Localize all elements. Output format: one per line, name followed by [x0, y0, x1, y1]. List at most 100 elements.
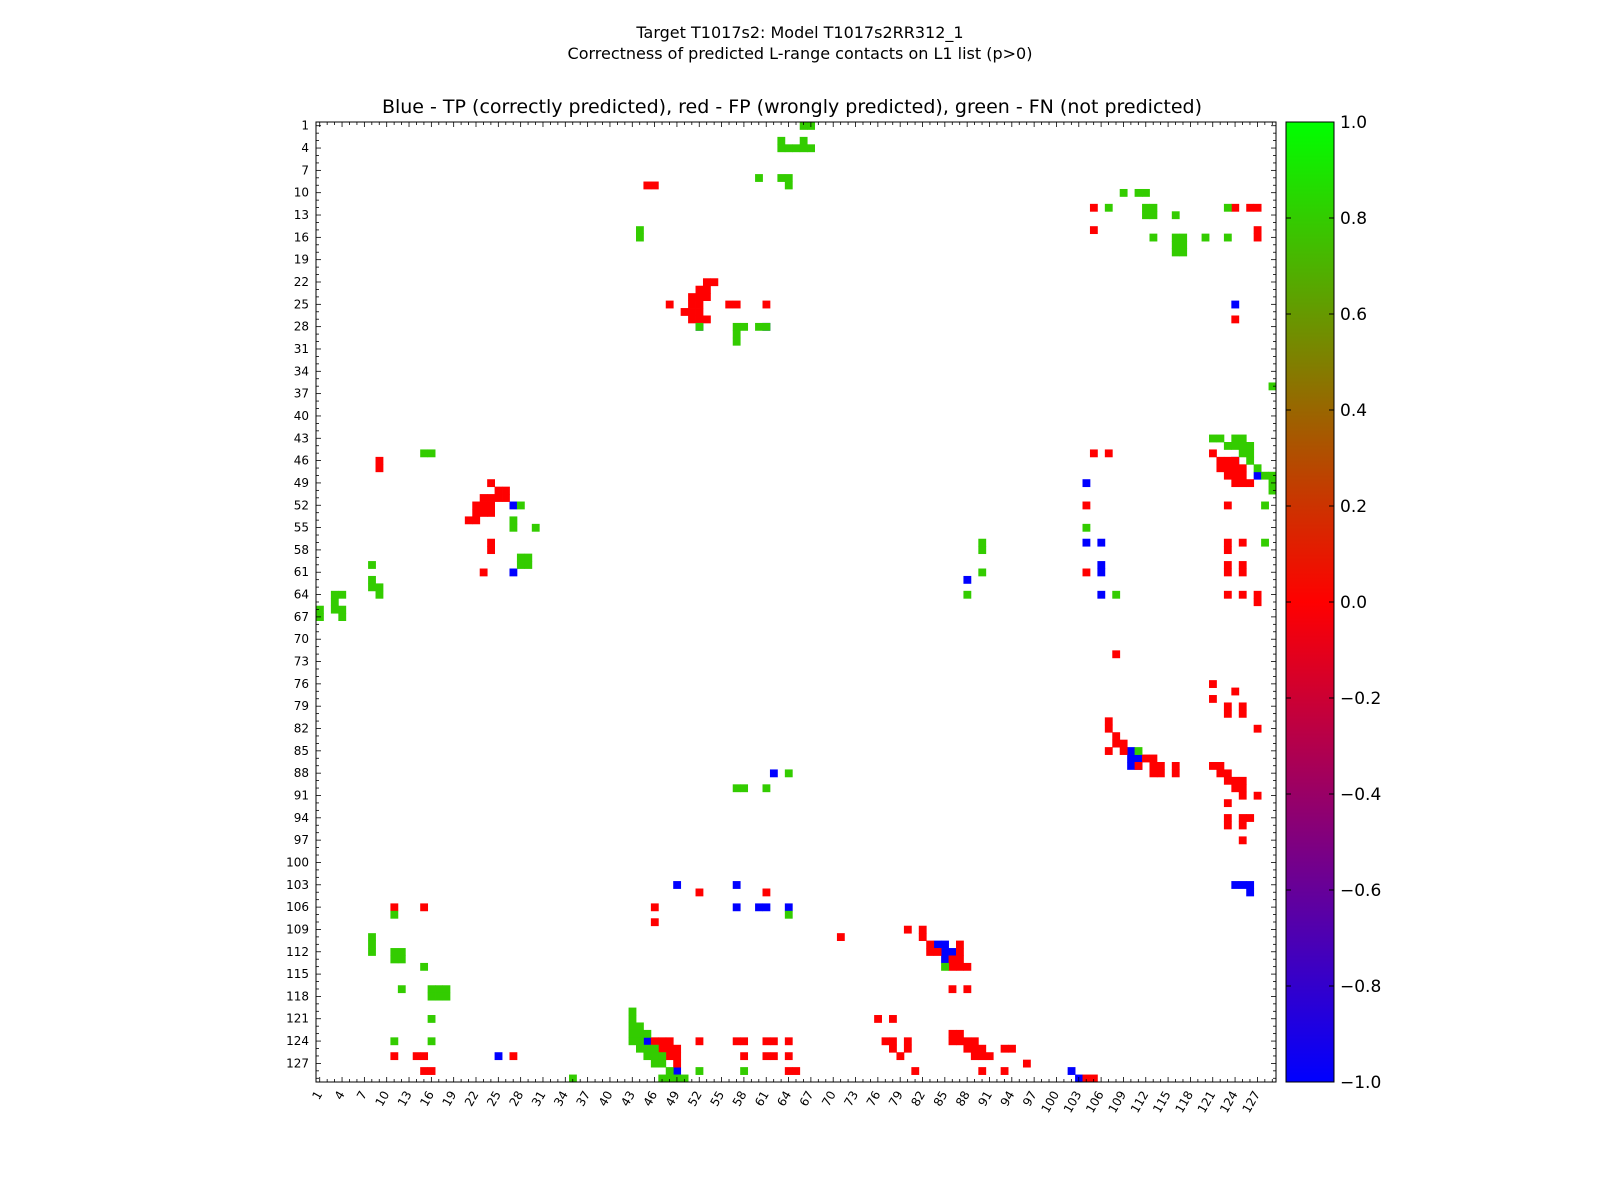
- contact-cell-fp: [1231, 464, 1240, 473]
- contact-cell-fn: [1142, 211, 1150, 220]
- contact-cell-fp: [1238, 590, 1247, 599]
- x-tick-label: 19: [440, 1089, 460, 1109]
- contact-cell-fp: [472, 501, 481, 510]
- contact-cell-fn: [397, 948, 406, 956]
- contact-cell-fp: [1238, 776, 1247, 785]
- contact-cell-fp: [695, 285, 704, 294]
- contact-cell-fp: [933, 948, 942, 956]
- contact-cell-fp: [926, 948, 935, 956]
- contact-cell-tp: [1134, 754, 1143, 763]
- x-tick-label: 61: [752, 1089, 772, 1109]
- x-tick-label: 73: [841, 1089, 861, 1109]
- contact-cell-fp: [1000, 1067, 1009, 1075]
- contact-cell-fp: [688, 308, 696, 316]
- contact-cell-fn: [1134, 188, 1143, 197]
- contact-cell-fp: [970, 1052, 979, 1061]
- axis-tick-labels: 1471013161922252831343740434649525558616…: [286, 119, 1263, 1116]
- contact-cell-fn: [1268, 382, 1277, 391]
- contact-cell-fn: [1134, 747, 1143, 755]
- contact-cell-fn: [368, 583, 376, 592]
- contact-cell-fp: [948, 962, 957, 971]
- contact-cell-tp: [643, 1037, 652, 1046]
- contact-cell-fn: [420, 449, 429, 458]
- contact-cell-fn: [799, 144, 808, 153]
- y-tick-label: 28: [294, 320, 309, 334]
- x-tick-label: 49: [663, 1089, 683, 1109]
- contact-cell-fp: [688, 315, 696, 324]
- x-tick-label: 13: [395, 1089, 415, 1109]
- y-tick-label: 22: [294, 275, 309, 289]
- contact-cell-tp: [963, 575, 972, 584]
- contact-cell-fp: [673, 1044, 682, 1053]
- contact-cell-fn: [1246, 456, 1255, 465]
- contact-cell-fp: [1089, 226, 1098, 235]
- contact-cell-fp: [375, 464, 384, 473]
- contact-cell-fp: [1119, 747, 1128, 755]
- contact-cell-fp: [889, 1037, 897, 1046]
- contact-cell-fp: [903, 925, 912, 934]
- contact-cell-fp: [1253, 590, 1262, 599]
- contact-cell-fp: [494, 494, 503, 502]
- contact-cell-fn: [1179, 233, 1188, 242]
- contact-cell-fn: [330, 605, 339, 614]
- contact-cell-fp: [725, 300, 734, 309]
- contact-cell-fp: [1223, 590, 1232, 599]
- contact-cell-fn: [650, 1052, 659, 1061]
- y-tick-label: 49: [294, 476, 309, 490]
- x-tick-label: 97: [1020, 1089, 1040, 1109]
- contact-cell-fp: [1246, 814, 1255, 822]
- contact-cell-fn: [650, 1059, 659, 1068]
- x-tick-label: 100: [1038, 1089, 1062, 1116]
- colorbar-tick-label: −0.6: [1340, 881, 1381, 901]
- contact-cell-fp: [1171, 769, 1180, 778]
- contact-cell-fp: [1089, 1074, 1098, 1083]
- contact-cell-fn: [1231, 434, 1240, 443]
- contact-cell-fp: [1223, 814, 1232, 822]
- contact-cell-tp: [933, 940, 942, 949]
- contact-cell-fp: [1253, 226, 1262, 235]
- contact-cell-fn: [777, 144, 786, 153]
- y-tick-label: 40: [294, 409, 309, 423]
- contact-cell-fp: [1238, 702, 1247, 711]
- contact-cell-fp: [1253, 233, 1262, 242]
- contact-cell-fp: [702, 285, 711, 294]
- contact-cell-fp: [1238, 538, 1247, 547]
- contact-cell-fn: [1253, 464, 1262, 473]
- contact-cell-fp: [1223, 821, 1232, 830]
- contact-cell-fp: [769, 1037, 778, 1046]
- contact-cell-fp: [673, 1052, 682, 1061]
- contact-cell-tp: [1082, 479, 1091, 488]
- contact-cell-fn: [784, 144, 793, 153]
- contact-cell-tp: [1082, 538, 1091, 547]
- x-tick-label: 37: [573, 1089, 593, 1109]
- contact-cell-fp: [427, 1067, 436, 1075]
- contact-cell-fp: [1223, 561, 1232, 569]
- contact-cell-fn: [330, 590, 339, 599]
- contact-cell-fp: [1238, 471, 1247, 480]
- contact-cell-fp: [650, 903, 659, 912]
- colorbar-tick-label: 0.4: [1340, 401, 1367, 421]
- contact-cell-fn: [732, 784, 741, 793]
- contact-cell-tp: [755, 903, 763, 912]
- contact-cell-fp: [956, 962, 964, 971]
- contact-cell-fn: [524, 553, 533, 562]
- contact-cell-fp: [740, 1052, 749, 1061]
- contact-cell-fn: [1149, 203, 1158, 212]
- contact-cell-fp: [1238, 464, 1247, 473]
- contact-cell-fn: [1261, 471, 1269, 480]
- contact-cell-fp: [420, 903, 429, 912]
- contact-cell-fn: [978, 546, 987, 555]
- contact-cell-fp: [420, 1067, 429, 1075]
- colorbar-tick-label: −0.8: [1340, 977, 1381, 997]
- x-tick-label: 79: [886, 1089, 906, 1109]
- contact-cell-fp: [978, 1052, 987, 1061]
- contact-cell-fn: [1149, 233, 1158, 242]
- contact-cell-fn: [509, 523, 518, 532]
- y-tick-label: 97: [294, 833, 309, 847]
- contact-cell-fp: [472, 516, 481, 525]
- contact-cell-tp: [494, 1052, 503, 1061]
- y-tick-label: 115: [286, 967, 309, 981]
- contact-cell-fp: [688, 293, 696, 301]
- contact-cell-fp: [643, 181, 652, 190]
- contact-cell-fn: [1216, 434, 1225, 443]
